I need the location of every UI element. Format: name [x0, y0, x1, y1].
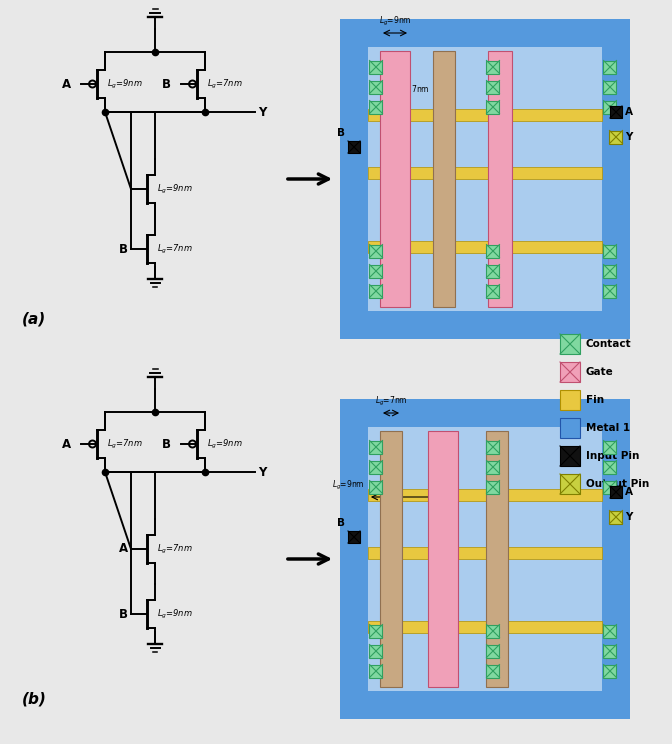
- Text: B: B: [119, 243, 128, 255]
- Bar: [370, 664, 382, 678]
- Bar: [610, 106, 622, 118]
- Bar: [370, 80, 382, 94]
- Text: Y: Y: [258, 106, 266, 118]
- Text: $L_g$=7nm: $L_g$=7nm: [157, 542, 193, 556]
- Bar: [368, 47, 602, 311]
- Bar: [368, 167, 602, 179]
- Text: B: B: [119, 608, 128, 620]
- Bar: [487, 644, 499, 658]
- Bar: [487, 440, 499, 454]
- Bar: [610, 130, 622, 144]
- Text: B: B: [337, 128, 345, 138]
- Text: $L_g$=7nm: $L_g$=7nm: [397, 84, 430, 97]
- Bar: [487, 284, 499, 298]
- Text: A: A: [62, 77, 71, 91]
- Text: (a): (a): [22, 312, 46, 327]
- Bar: [370, 245, 382, 257]
- Bar: [603, 245, 616, 257]
- Text: Gate: Gate: [586, 367, 614, 377]
- Text: Output Pin: Output Pin: [586, 479, 649, 489]
- Bar: [487, 481, 499, 493]
- Bar: [487, 100, 499, 114]
- Bar: [368, 241, 602, 253]
- Bar: [487, 265, 499, 278]
- Bar: [340, 19, 630, 339]
- Bar: [380, 431, 402, 687]
- Text: Metal 1: Metal 1: [586, 423, 630, 433]
- Text: A: A: [62, 437, 71, 451]
- Text: Fin: Fin: [586, 395, 604, 405]
- Bar: [370, 60, 382, 74]
- Bar: [560, 390, 580, 410]
- Text: $L_g$=9nm: $L_g$=9nm: [332, 479, 365, 492]
- Text: Y: Y: [625, 512, 632, 522]
- Text: $L_g$=9nm: $L_g$=9nm: [157, 607, 193, 620]
- Bar: [368, 621, 602, 633]
- Bar: [603, 440, 616, 454]
- Bar: [603, 100, 616, 114]
- Bar: [603, 80, 616, 94]
- Bar: [560, 334, 580, 354]
- Bar: [487, 461, 499, 473]
- Bar: [370, 624, 382, 638]
- Text: $L_g$=9nm: $L_g$=9nm: [207, 437, 243, 451]
- Bar: [560, 362, 580, 382]
- Bar: [487, 664, 499, 678]
- Text: Input Pin: Input Pin: [586, 451, 639, 461]
- Bar: [380, 51, 410, 307]
- Bar: [368, 489, 602, 501]
- Bar: [603, 664, 616, 678]
- Text: $L_g$=9nm: $L_g$=9nm: [107, 77, 143, 91]
- Bar: [603, 624, 616, 638]
- Text: $L_g$=7nm: $L_g$=7nm: [207, 77, 243, 91]
- Bar: [603, 284, 616, 298]
- Bar: [603, 461, 616, 473]
- Bar: [560, 446, 580, 466]
- Text: Y: Y: [258, 466, 266, 478]
- Text: B: B: [337, 518, 345, 528]
- Bar: [487, 80, 499, 94]
- Bar: [368, 427, 602, 691]
- Bar: [560, 418, 580, 438]
- Bar: [433, 51, 455, 307]
- Bar: [370, 265, 382, 278]
- Bar: [560, 474, 580, 494]
- Text: B: B: [162, 437, 171, 451]
- Bar: [370, 100, 382, 114]
- Text: $L_g$=7nm: $L_g$=7nm: [157, 243, 193, 255]
- Bar: [603, 265, 616, 278]
- Text: (b): (b): [22, 691, 47, 707]
- Bar: [368, 109, 602, 121]
- Bar: [340, 399, 630, 719]
- Text: $L_g$=9nm: $L_g$=9nm: [378, 15, 411, 28]
- Bar: [603, 644, 616, 658]
- Bar: [486, 431, 508, 687]
- Bar: [370, 481, 382, 493]
- Bar: [370, 461, 382, 473]
- Text: $L_g$=9nm: $L_g$=9nm: [157, 182, 193, 196]
- Bar: [487, 624, 499, 638]
- Bar: [610, 510, 622, 524]
- Bar: [348, 141, 360, 153]
- Text: B: B: [162, 77, 171, 91]
- Bar: [603, 481, 616, 493]
- Text: A: A: [625, 487, 633, 497]
- Text: A: A: [119, 542, 128, 556]
- Bar: [603, 60, 616, 74]
- Bar: [428, 431, 458, 687]
- Bar: [487, 60, 499, 74]
- Text: Y: Y: [625, 132, 632, 142]
- Bar: [610, 486, 622, 498]
- Text: Contact: Contact: [586, 339, 632, 349]
- Bar: [487, 245, 499, 257]
- Text: $L_g$=7nm: $L_g$=7nm: [374, 395, 407, 408]
- Text: $L_g$=7nm: $L_g$=7nm: [107, 437, 143, 451]
- Bar: [368, 547, 602, 559]
- Bar: [370, 644, 382, 658]
- Bar: [370, 440, 382, 454]
- Bar: [370, 284, 382, 298]
- Bar: [488, 51, 512, 307]
- Bar: [348, 531, 360, 543]
- Text: A: A: [625, 107, 633, 117]
